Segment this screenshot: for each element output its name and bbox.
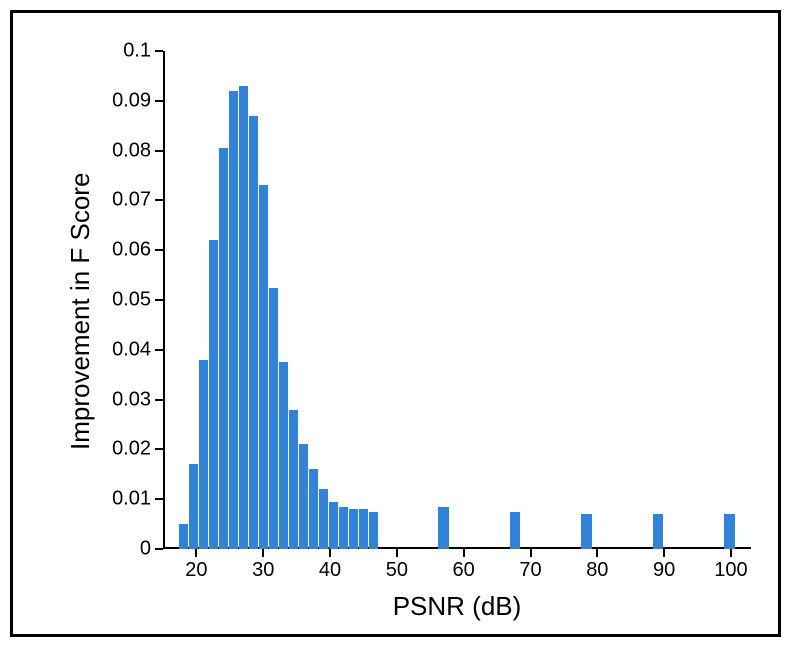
y-tick-label: 0.01 (107, 488, 151, 511)
bar (510, 512, 521, 549)
bar (249, 116, 258, 549)
bar (369, 512, 378, 549)
bar (289, 410, 298, 549)
y-tick-label: 0.05 (107, 289, 151, 312)
y-tick-label: 0.09 (107, 89, 151, 112)
x-tick-label: 50 (386, 559, 408, 582)
bar (209, 240, 218, 549)
y-tick (155, 548, 163, 550)
y-tick (155, 448, 163, 450)
y-tick (155, 349, 163, 351)
x-tick-label: 60 (453, 559, 475, 582)
bar (349, 509, 358, 549)
x-axis-label: PSNR (dB) (393, 591, 522, 622)
x-tick (730, 549, 732, 557)
x-tick (463, 549, 465, 557)
x-tick (596, 549, 598, 557)
plot-area (163, 51, 751, 549)
bar (269, 288, 278, 549)
x-tick-label: 40 (319, 559, 341, 582)
bar (329, 502, 338, 549)
bar (438, 507, 449, 549)
y-tick-label: 0.1 (107, 40, 151, 63)
bar (219, 148, 228, 549)
y-tick (155, 199, 163, 201)
bar (229, 91, 238, 549)
bar (339, 507, 348, 549)
bar (259, 185, 268, 549)
bar (653, 514, 664, 549)
bar (179, 524, 188, 549)
bar (724, 514, 735, 549)
y-axis-label: Improvement in F Score (65, 173, 96, 450)
bar (581, 514, 592, 549)
y-axis-line (163, 51, 165, 549)
x-tick-label: 80 (586, 559, 608, 582)
y-tick (155, 399, 163, 401)
bar (189, 464, 198, 549)
y-tick-label: 0.04 (107, 338, 151, 361)
x-tick (195, 549, 197, 557)
y-tick (155, 249, 163, 251)
x-tick-label: 30 (252, 559, 274, 582)
bar (319, 489, 328, 549)
x-tick-label: 20 (185, 559, 207, 582)
y-tick-label: 0.08 (107, 139, 151, 162)
x-tick-label: 90 (653, 559, 675, 582)
x-tick (663, 549, 665, 557)
y-tick (155, 150, 163, 152)
y-tick-label: 0.03 (107, 388, 151, 411)
bar (359, 509, 368, 549)
y-tick (155, 50, 163, 52)
bar (199, 360, 208, 549)
y-tick (155, 498, 163, 500)
bar (279, 362, 288, 549)
bar (299, 444, 308, 549)
y-tick (155, 100, 163, 102)
x-tick-label: 70 (519, 559, 541, 582)
bar (309, 469, 318, 549)
x-tick (396, 549, 398, 557)
x-tick-label: 100 (714, 559, 747, 582)
chart-container: Improvement in F Score PSNR (dB) 0 0.01 0.… (0, 0, 791, 647)
chart-frame: Improvement in F Score PSNR (dB) 0 0.01 0.… (10, 10, 781, 637)
x-tick (530, 549, 532, 557)
y-tick-label: 0.06 (107, 239, 151, 262)
y-tick-label: 0.07 (107, 189, 151, 212)
bar (239, 86, 248, 549)
y-tick-label: 0 (107, 538, 151, 561)
y-tick (155, 299, 163, 301)
x-tick (329, 549, 331, 557)
x-tick (262, 549, 264, 557)
y-tick-label: 0.02 (107, 438, 151, 461)
